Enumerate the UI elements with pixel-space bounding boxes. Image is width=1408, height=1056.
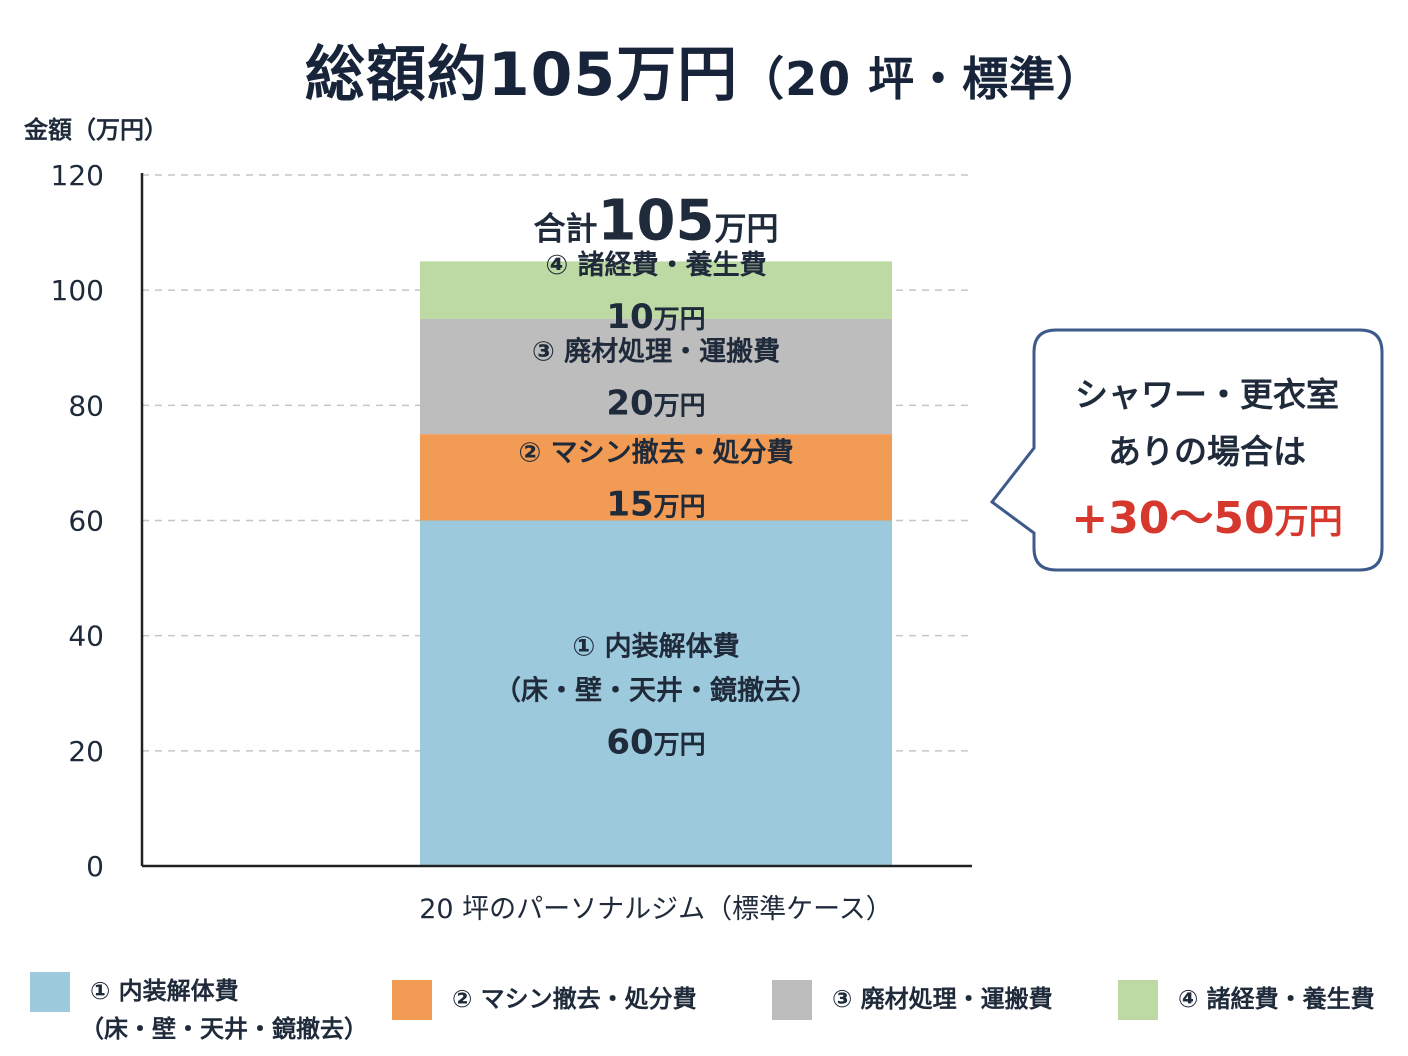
y-tick-label: 20 [68,735,104,768]
legend-label-2: ② マシン撤去・処分費 [452,985,697,1013]
callout-shape [990,328,1384,572]
segment-4-label-line-1: ④ 諸経費・養生費 [545,249,766,281]
legend-text-1: ① 内装解体費 （床・壁・天井・鏡撤去） [80,972,368,1048]
legend-item-2: ② マシン撤去・処分費 [392,980,697,1020]
callout-line-2: ありの場合は [1108,432,1306,471]
segment-3-value: 20万円 [606,384,705,424]
x-category-label: 20 坪のパーソナルジム（標準ケース） [419,894,893,925]
legend-sublabel-1: （床・壁・天井・鏡撤去） [80,1015,368,1043]
callout-line-1: シャワー・更衣室 [1075,375,1339,414]
legend-label-3: ③ 廃材処理・運搬費 [832,985,1053,1013]
legend-label-1: ① 内装解体費 [90,977,239,1005]
legend-item-4: ④ 諸経費・養生費 [1118,980,1375,1020]
bar-segment-1 [420,520,892,866]
segment-2-label-line-1: ② マシン撤去・処分費 [518,436,793,468]
legend-swatch-1 [30,972,70,1012]
segment-1-label-line-2: （床・壁・天井・鏡撤去） [494,674,818,706]
callout-amount-value: +30～50 [1071,493,1275,544]
segment-1-label-line-1: ① 内装解体費 [572,631,739,662]
bar-segment-3 [420,318,892,435]
y-tick-label: 100 [51,274,104,307]
y-axis-label: 金額（万円） [24,116,168,144]
legend-swatch-3 [772,980,812,1020]
y-tick-label: 0 [86,850,104,883]
bar-segment-2 [420,434,892,521]
segment-4-value: 10万円 [606,297,705,337]
segment-2-value: 15万円 [606,484,705,524]
chart-title-sub: （20 坪・標準） [738,52,1104,106]
y-tick-label: 80 [68,389,104,422]
y-tick-label: 40 [68,620,104,653]
legend-item-3: ③ 廃材処理・運搬費 [772,980,1053,1020]
segment-1-value: 60万円 [606,722,705,762]
chart-title: 総額約105万円（20 坪・標準） [0,26,1408,113]
legend-swatch-4 [1118,980,1158,1020]
stacked-bar-chart: 0 20 40 60 80 100 120 ① 内装解体費 （床・壁・天井・鏡撤去） 60万円 ② … [51,159,972,925]
bar-segment-4 [420,261,892,319]
chart-title-main: 総額約105万円 [304,40,739,110]
segment-3-label-line-1: ③ 廃材処理・運搬費 [532,336,780,368]
y-tick-label: 120 [51,159,104,192]
legend-swatch-2 [392,980,432,1020]
callout-amount-unit: 万円 [1274,502,1343,542]
total-label: 合計105万円 [534,188,779,253]
y-tick-label: 60 [68,505,104,538]
legend-label-4: ④ 諸経費・養生費 [1178,985,1375,1013]
callout-bubble: シャワー・更衣室 ありの場合は +30～50万円 [990,328,1384,572]
callout-amount: +30～50万円 [1034,482,1380,546]
legend-item-1: ① 内装解体費 （床・壁・天井・鏡撤去） [30,972,368,1048]
